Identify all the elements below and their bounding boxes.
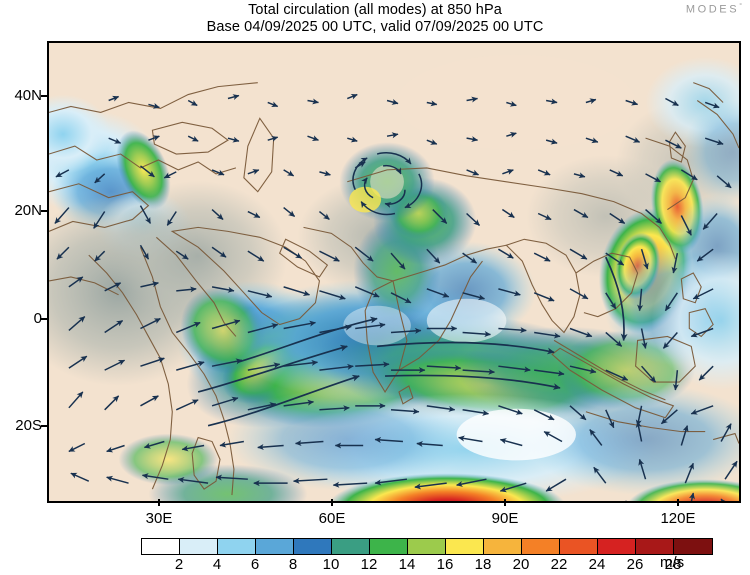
- colorbar-tick-labels: 2 4 6 8 10 12 14 16 18 20 22 24 26 28: [141, 555, 712, 575]
- colorbar-unit-label: m/s: [660, 554, 685, 571]
- tick-y-20s: [41, 425, 48, 427]
- tick-x-30e: [158, 499, 160, 506]
- colorbar-tick-16: 16: [436, 556, 454, 573]
- colorbar-segment: [522, 539, 560, 554]
- modes-watermark: MODES°: [686, 3, 742, 16]
- wind-vectors: [54, 93, 738, 501]
- colorbar-segment: [180, 539, 218, 554]
- colorbar-segment: [142, 539, 180, 554]
- colorbar-segment: [446, 539, 484, 554]
- colorbar-tick-12: 12: [360, 556, 378, 573]
- colorbar-tick-10: 10: [322, 556, 340, 573]
- tick-y-0: [41, 318, 48, 320]
- y-axis-label-40n: 40N: [14, 87, 42, 104]
- colorbar-tick-18: 18: [474, 556, 492, 573]
- colorbar-segment: [560, 539, 598, 554]
- colorbar: 2 4 6 8 10 12 14 16 18 20 22 24 26 28: [141, 538, 713, 575]
- colorbar-tick-20: 20: [512, 556, 530, 573]
- x-axis-label-90e: 90E: [491, 510, 519, 527]
- y-axis-label-20s: 20S: [15, 417, 42, 434]
- colorbar-tick-8: 8: [288, 556, 298, 573]
- colorbar-tick-4: 4: [212, 556, 222, 573]
- colorbar-segment: [370, 539, 408, 554]
- colorbar-tick-28: 28: [664, 556, 682, 573]
- map-plot-area: [47, 41, 741, 503]
- chart-subtitle: Base 04/09/2025 00 UTC, valid 07/09/2025…: [206, 19, 544, 35]
- colorbar-segment: [294, 539, 332, 554]
- y-axis-label-0: 0: [33, 310, 42, 327]
- wind-speed-map: [49, 43, 739, 501]
- x-axis-label-120e: 120E: [660, 510, 696, 527]
- colorbar-segment: [256, 539, 294, 554]
- colorbar-strip: [141, 538, 713, 555]
- watermark-mark: °: [739, 3, 742, 10]
- colorbar-tick-26: 26: [626, 556, 644, 573]
- tick-x-60e: [331, 499, 333, 506]
- colorbar-tick-14: 14: [398, 556, 416, 573]
- chart-title: Total circulation (all modes) at 850 hPa: [248, 2, 502, 18]
- colorbar-segment: [598, 539, 636, 554]
- watermark-text: MODES: [685, 3, 740, 16]
- colorbar-segment: [484, 539, 522, 554]
- colorbar-segment: [332, 539, 370, 554]
- colorbar-tick-6: 6: [250, 556, 260, 573]
- chart-title-block: Total circulation (all modes) at 850 hPa…: [0, 2, 750, 36]
- tick-y-40n: [41, 95, 48, 97]
- x-axis-label-30e: 30E: [145, 510, 173, 527]
- colorbar-segment: [408, 539, 446, 554]
- colorbar-tick-24: 24: [588, 556, 606, 573]
- tick-y-20n: [41, 210, 48, 212]
- x-axis-label-60e: 60E: [318, 510, 346, 527]
- colorbar-segment: [218, 539, 256, 554]
- tick-x-90e: [504, 499, 506, 506]
- colorbar-segment: [674, 539, 712, 554]
- colorbar-tick-2: 2: [174, 556, 184, 573]
- colorbar-segment: [636, 539, 674, 554]
- y-axis-label-20n: 20N: [14, 202, 42, 219]
- colorbar-tick-22: 22: [550, 556, 568, 573]
- jet-streamlines: [197, 256, 628, 427]
- tick-x-120e: [677, 499, 679, 506]
